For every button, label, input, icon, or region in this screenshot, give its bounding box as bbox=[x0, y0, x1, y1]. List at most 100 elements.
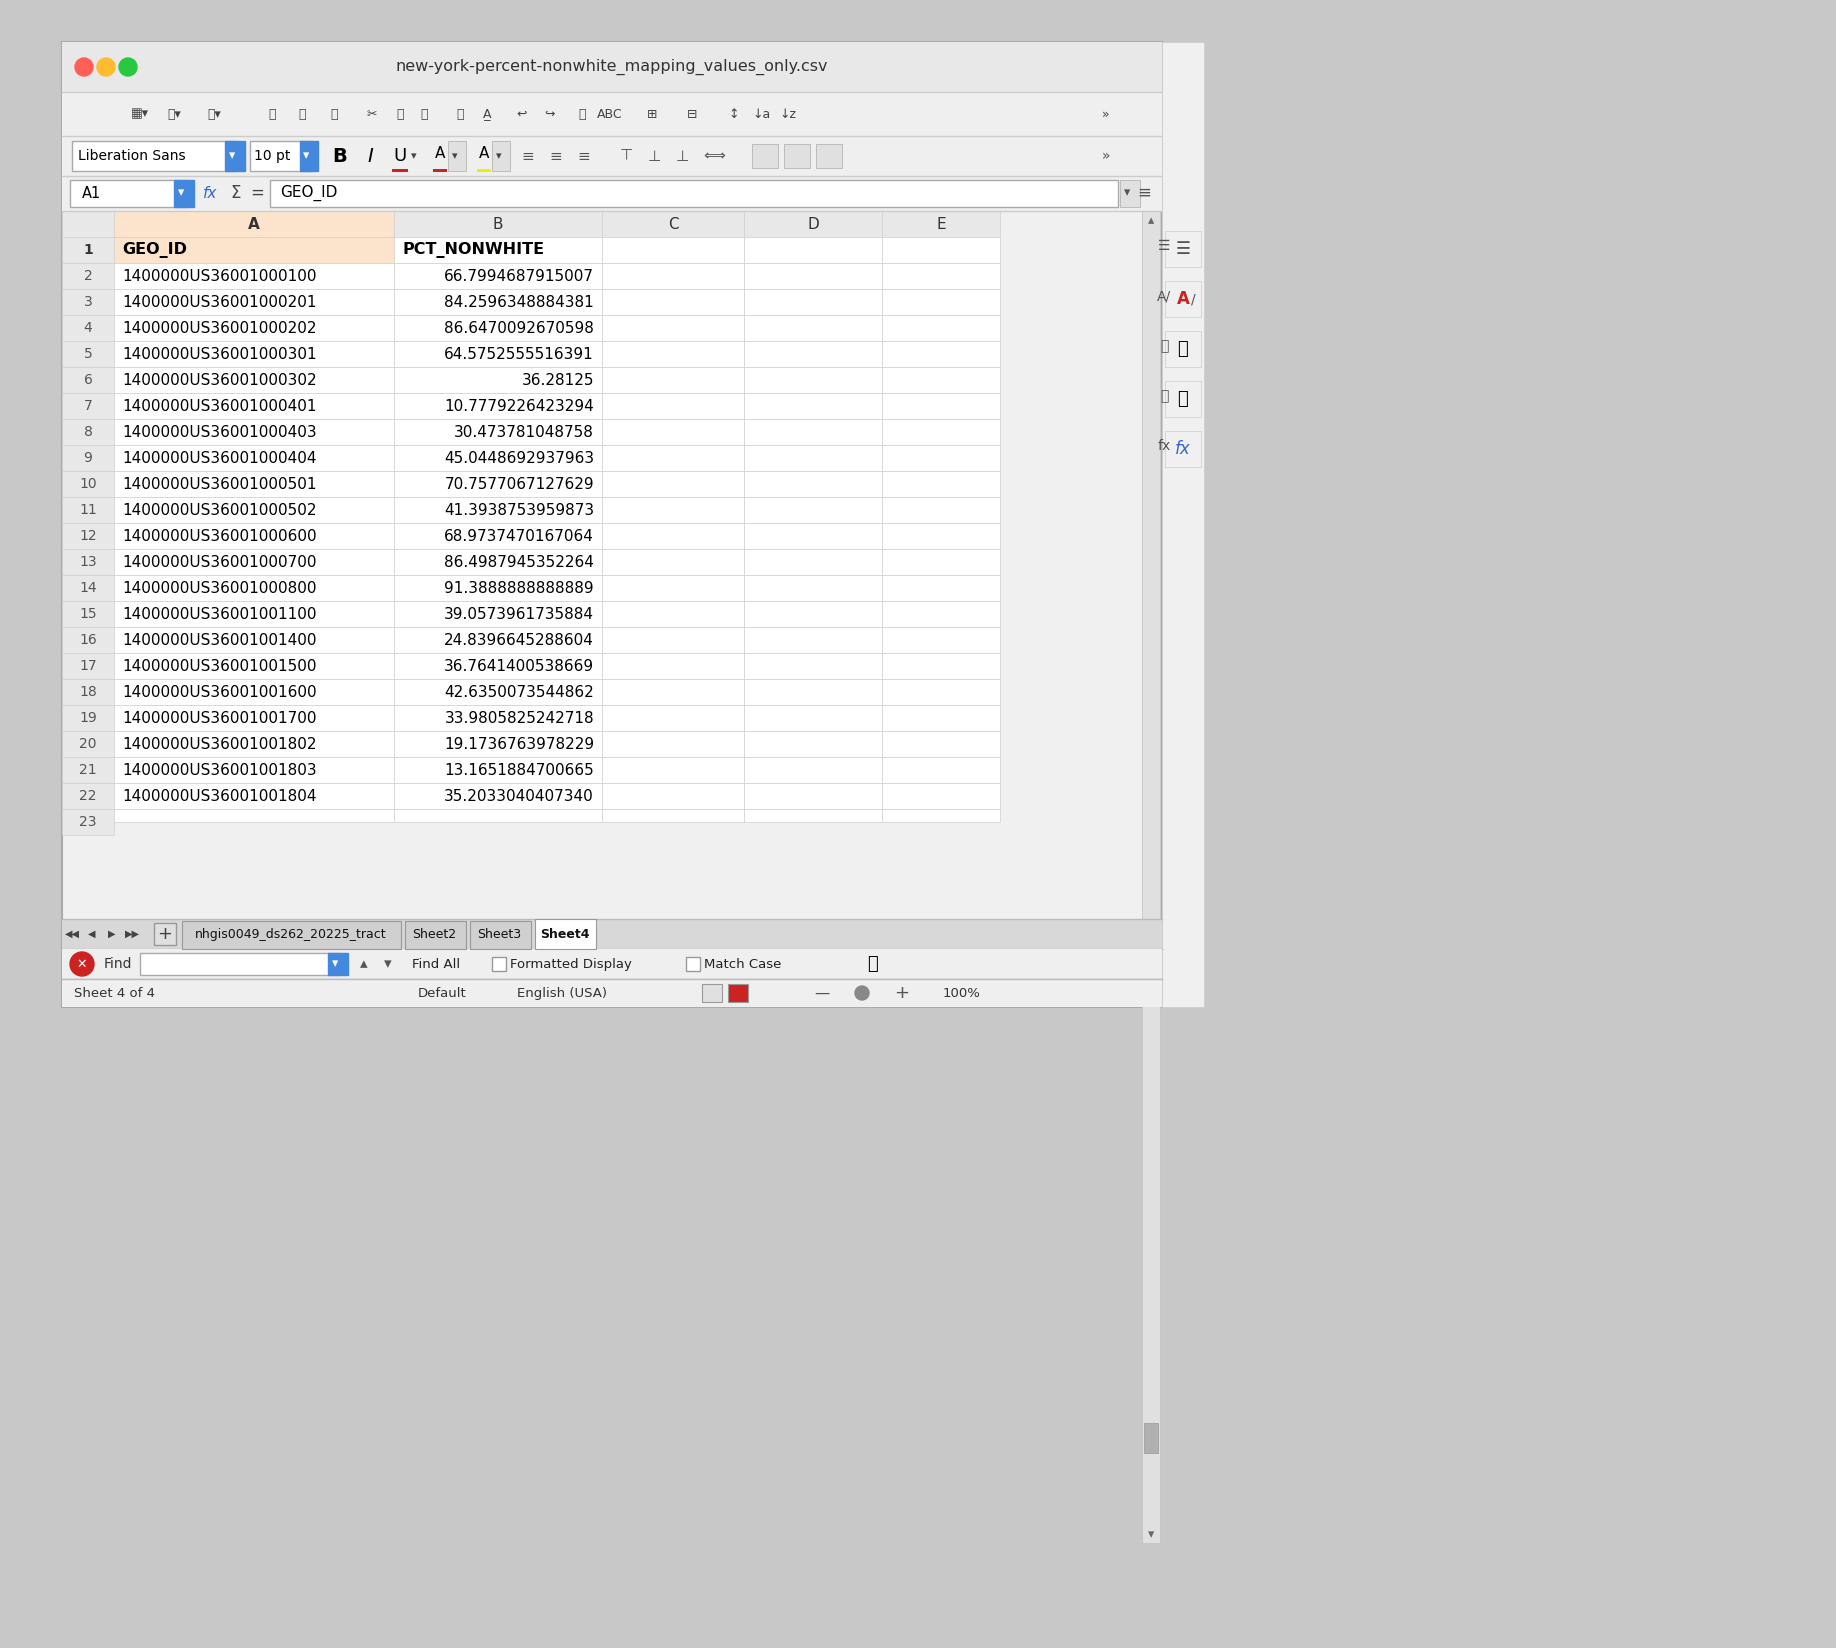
Text: 21: 21 bbox=[79, 763, 97, 776]
Bar bbox=[62, 653, 114, 679]
Bar bbox=[602, 498, 744, 522]
Bar bbox=[62, 626, 114, 653]
Bar bbox=[744, 626, 881, 653]
Text: 1400000US36001000800: 1400000US36001000800 bbox=[121, 580, 316, 595]
Text: ▶: ▶ bbox=[108, 929, 116, 939]
Bar bbox=[744, 288, 881, 315]
Bar bbox=[881, 756, 1001, 783]
Text: 1400000US36001000301: 1400000US36001000301 bbox=[121, 346, 316, 361]
Text: 84.2596348884381: 84.2596348884381 bbox=[444, 295, 595, 310]
Text: 24.8396645288604: 24.8396645288604 bbox=[444, 633, 595, 648]
Text: Sheet 4 of 4: Sheet 4 of 4 bbox=[73, 987, 154, 999]
Bar bbox=[174, 180, 195, 208]
Text: GEO_ID: GEO_ID bbox=[281, 185, 338, 201]
Text: 🧭: 🧭 bbox=[1177, 391, 1188, 409]
Bar bbox=[729, 984, 747, 1002]
Bar bbox=[395, 471, 602, 498]
Text: ↪: ↪ bbox=[545, 107, 554, 120]
Text: 1400000US36001000100: 1400000US36001000100 bbox=[121, 269, 316, 283]
Bar bbox=[602, 211, 744, 237]
Text: 1400000US36001000502: 1400000US36001000502 bbox=[121, 503, 316, 517]
Text: 4: 4 bbox=[84, 321, 92, 335]
Bar bbox=[226, 142, 244, 171]
Text: Sheet2: Sheet2 bbox=[413, 928, 457, 941]
Bar bbox=[881, 471, 1001, 498]
Bar bbox=[395, 783, 602, 809]
Text: 🖨: 🖨 bbox=[297, 107, 307, 120]
Text: Σ: Σ bbox=[231, 185, 241, 203]
Text: 100%: 100% bbox=[944, 987, 980, 999]
Bar bbox=[881, 679, 1001, 705]
Text: English (USA): English (USA) bbox=[518, 987, 608, 999]
Bar bbox=[114, 419, 395, 445]
Text: ☰: ☰ bbox=[1159, 239, 1170, 254]
Bar bbox=[744, 705, 881, 732]
Bar bbox=[881, 498, 1001, 522]
Circle shape bbox=[70, 953, 94, 976]
Bar bbox=[395, 522, 602, 549]
Text: ≡: ≡ bbox=[1136, 185, 1151, 203]
Bar bbox=[753, 143, 778, 168]
Bar bbox=[744, 211, 881, 237]
Bar bbox=[62, 498, 114, 522]
Bar bbox=[62, 341, 114, 368]
Bar bbox=[881, 419, 1001, 445]
Text: 1400000US36001000302: 1400000US36001000302 bbox=[121, 372, 316, 387]
Bar bbox=[602, 653, 744, 679]
Bar bbox=[881, 392, 1001, 419]
Bar bbox=[602, 445, 744, 471]
Text: 36.28125: 36.28125 bbox=[521, 372, 595, 387]
Bar bbox=[492, 957, 507, 971]
Text: 13.1651884700665: 13.1651884700665 bbox=[444, 763, 595, 778]
Text: ▾: ▾ bbox=[230, 150, 235, 163]
Text: 1400000US36001000700: 1400000US36001000700 bbox=[121, 554, 316, 570]
Bar bbox=[114, 653, 395, 679]
Text: A: A bbox=[248, 216, 261, 231]
Text: 8: 8 bbox=[84, 425, 92, 438]
Text: ◀: ◀ bbox=[88, 929, 95, 939]
Bar bbox=[329, 953, 349, 976]
Bar bbox=[62, 392, 114, 419]
Bar bbox=[250, 142, 312, 171]
Text: 📄: 📄 bbox=[268, 107, 275, 120]
Bar bbox=[881, 341, 1001, 368]
Bar bbox=[602, 783, 744, 809]
Bar bbox=[881, 264, 1001, 288]
Text: ABC: ABC bbox=[597, 107, 622, 120]
Text: 86.6470092670598: 86.6470092670598 bbox=[444, 320, 595, 336]
Bar bbox=[881, 315, 1001, 341]
Text: Liberation Sans: Liberation Sans bbox=[77, 148, 185, 163]
Bar bbox=[602, 237, 744, 264]
Bar bbox=[602, 575, 744, 602]
Text: 9: 9 bbox=[84, 452, 92, 465]
Bar bbox=[114, 809, 395, 822]
Bar bbox=[881, 445, 1001, 471]
Bar bbox=[114, 498, 395, 522]
Bar bbox=[62, 705, 114, 732]
Bar bbox=[744, 392, 881, 419]
Text: ≡: ≡ bbox=[521, 148, 534, 163]
Text: 3: 3 bbox=[84, 295, 92, 310]
Text: fx: fx bbox=[1157, 438, 1171, 453]
Text: 🧭: 🧭 bbox=[1160, 389, 1168, 404]
Bar bbox=[395, 419, 602, 445]
Text: 1400000US36001000404: 1400000US36001000404 bbox=[121, 450, 316, 465]
Text: 1400000US36001000501: 1400000US36001000501 bbox=[121, 476, 316, 491]
Bar bbox=[62, 315, 114, 341]
Bar bbox=[1120, 180, 1140, 208]
Bar bbox=[602, 626, 744, 653]
Text: ▾: ▾ bbox=[384, 956, 391, 972]
Bar bbox=[881, 602, 1001, 626]
Bar bbox=[602, 288, 744, 315]
Text: Default: Default bbox=[417, 987, 466, 999]
Bar bbox=[62, 732, 114, 756]
Text: I: I bbox=[367, 147, 373, 165]
Bar bbox=[62, 602, 114, 626]
Bar bbox=[1166, 381, 1201, 417]
Text: 1400000US36001001700: 1400000US36001001700 bbox=[121, 710, 316, 725]
Text: 2: 2 bbox=[84, 269, 92, 283]
Text: ▾: ▾ bbox=[332, 957, 338, 971]
Bar bbox=[602, 809, 744, 822]
Bar bbox=[395, 264, 602, 288]
Bar bbox=[114, 626, 395, 653]
